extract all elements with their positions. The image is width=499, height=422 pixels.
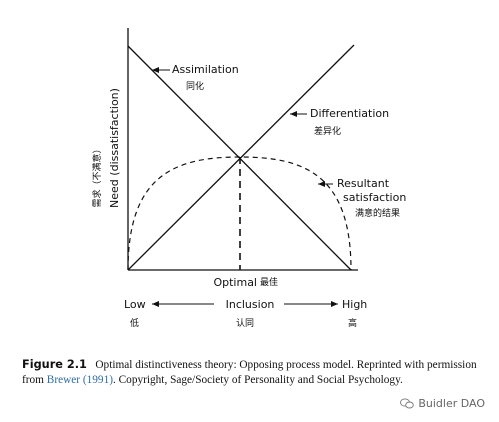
- scale-low-label-cn: 低: [130, 317, 139, 329]
- watermark-text: Buidler DAO: [418, 397, 485, 410]
- citation-link[interactable]: Brewer (1991): [46, 373, 113, 386]
- scale-high-label-cn: 高: [348, 317, 357, 329]
- resultant-satisfaction-curve: [127, 156, 352, 271]
- scale-middle-label: Inclusion: [226, 298, 275, 311]
- x-axis-label: Optimal: [213, 276, 257, 289]
- optimal-distinctiveness-diagram: Need (dissatisfaction) 需求（不满意） Assimilat…: [91, 28, 406, 329]
- y-axis-label: Need (dissatisfaction): [108, 88, 121, 208]
- scale-low-label: Low: [124, 298, 146, 311]
- caption-text-before: Optimal distinctiveness theory: Opposing…: [22, 359, 477, 386]
- watermark: Buidler DAO: [400, 397, 485, 410]
- assimilation-label-cn: 同化: [186, 80, 204, 92]
- assimilation-label: Assimilation: [172, 63, 239, 76]
- caption-text-after: . Copyright, Sage/Society of Personality…: [112, 373, 403, 386]
- differentiation-label: Differentiation: [310, 107, 389, 120]
- scale-high-label: High: [342, 298, 367, 311]
- y-axis-label-cn: 需求（不满意）: [91, 144, 103, 207]
- resultant-label-cn: 满意的结果: [355, 207, 400, 219]
- resultant-label-line1: Resultant: [337, 177, 390, 190]
- scale-middle-label-cn: 认同: [236, 317, 254, 329]
- figure-caption: Figure 2.1 Optimal distinctiveness theor…: [22, 358, 484, 387]
- differentiation-line: [127, 44, 355, 271]
- resultant-label-line2: satisfaction: [343, 191, 406, 204]
- figure-number: Figure 2.1: [22, 358, 87, 371]
- x-axis-label-cn: 最佳: [260, 276, 278, 288]
- differentiation-label-cn: 差异化: [314, 125, 341, 137]
- wechat-icon: [400, 398, 415, 409]
